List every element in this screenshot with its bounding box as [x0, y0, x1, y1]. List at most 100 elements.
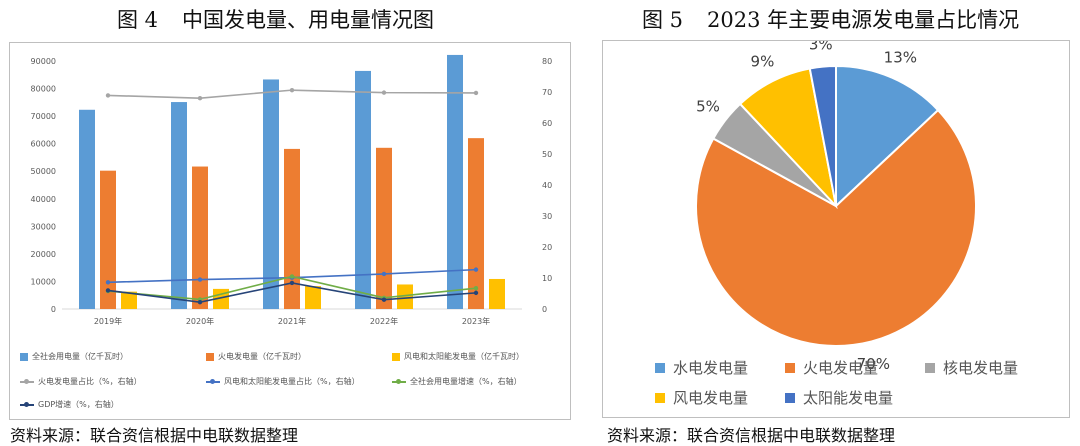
- bar-3: [489, 278, 505, 309]
- pie-legend-swatch: [785, 362, 795, 373]
- y2-tick-label: 10: [542, 274, 552, 283]
- legend-label: 风电和太阳能发电量占比（%，右轴）: [224, 377, 360, 386]
- y2-tick-label: 70: [542, 88, 552, 97]
- line-point-4: [105, 288, 111, 293]
- legend-swatch: [392, 352, 400, 361]
- bar-3: [121, 291, 137, 309]
- pie-value-label: 70%: [857, 355, 890, 373]
- bar-3: [397, 284, 413, 309]
- pie-slice: [695, 108, 977, 347]
- bar-1: [263, 79, 279, 309]
- y2-tick-label: 0: [542, 305, 547, 314]
- pie-value-label: 5%: [696, 98, 720, 116]
- y2-tick-label: 50: [542, 150, 552, 159]
- y-tick-label: 0: [51, 305, 56, 314]
- line-point-2: [473, 267, 479, 272]
- pie-legend-item: 风电发电量: [655, 387, 748, 408]
- legend-item: 全社会用电量增速（%，右轴）: [392, 376, 522, 387]
- bar-2: [376, 147, 392, 309]
- figure5-source: 资料来源：联合资信根据中电联数据整理: [607, 426, 896, 445]
- y2-tick-label: 60: [542, 119, 552, 128]
- bar-1: [79, 109, 95, 309]
- legend-label: 火电发电量占比（%，右轴）: [38, 377, 142, 386]
- y-tick-label: 30000: [31, 222, 56, 231]
- y2-tick-label: 30: [542, 212, 552, 221]
- legend-line-marker: [392, 378, 406, 384]
- y-tick-label: 90000: [31, 57, 56, 66]
- legend-label: 全社会用电量（亿千瓦时）: [32, 352, 128, 361]
- legend-item: 火电发电量占比（%，右轴）: [20, 376, 142, 387]
- legend-item: 风电和太阳能发电量（亿千瓦时）: [392, 351, 524, 362]
- line-point-3: [289, 274, 295, 279]
- figure5-number: 图 5: [642, 8, 684, 32]
- line-point-2: [197, 277, 203, 282]
- pie-value-label: 9%: [751, 53, 775, 71]
- pie-chart-svg: 13% 70% 5% 9% 3%: [695, 36, 977, 373]
- bar-2: [468, 138, 484, 309]
- legend-swatch: [206, 352, 214, 361]
- pie-legend-item: 火电发电量: [785, 357, 878, 378]
- legend-line-marker: [20, 401, 34, 407]
- legend-label: 风电和太阳能发电量（亿千瓦时）: [404, 352, 524, 361]
- x-tick-label: 2023年: [462, 316, 490, 326]
- legend-label: 火电发电量（亿千瓦时）: [218, 352, 306, 361]
- bar-1: [171, 102, 187, 310]
- legend-item: 火电发电量（亿千瓦时）: [206, 351, 306, 362]
- line-point-1: [289, 87, 295, 93]
- pie-legend-swatch: [925, 362, 935, 373]
- pie-legend-item: 太阳能发电量: [785, 387, 893, 408]
- y-tick-label: 50000: [31, 167, 56, 176]
- bar-3: [305, 286, 321, 309]
- line-point-1: [105, 93, 111, 98]
- y-tick-label: 10000: [31, 277, 56, 286]
- line-point-1: [381, 90, 387, 95]
- y2-tick-label: 40: [542, 181, 552, 190]
- figure4-caption: 中国发电量、用电量情况图: [182, 8, 435, 32]
- x-tick-label: 2022年: [370, 316, 398, 326]
- line-point-4: [197, 299, 203, 305]
- pie-legend-swatch: [655, 392, 665, 403]
- bar-2: [192, 166, 208, 309]
- figure4-number: 图 4: [117, 8, 159, 32]
- legend-label: 全社会用电量增速（%，右轴）: [410, 377, 522, 386]
- figure4-source: 资料来源：联合资信根据中电联数据整理: [10, 426, 299, 445]
- legend-item: 全社会用电量（亿千瓦时）: [20, 351, 128, 362]
- line-point-1: [473, 90, 479, 96]
- line-point-1: [197, 96, 203, 101]
- combo-chart-panel: 0 10000 20000 30000 40000 50000 60000 70000 8000…: [9, 42, 571, 420]
- line-point-4: [473, 290, 479, 296]
- pie-legend-swatch: [785, 392, 795, 403]
- line-point-3: [473, 286, 479, 291]
- y-tick-label: 20000: [31, 250, 56, 259]
- y-tick-label: 70000: [31, 112, 56, 121]
- bar-2: [100, 170, 116, 309]
- pie-slice: [808, 64, 837, 207]
- bar-2: [284, 148, 300, 309]
- pie-legend-label: 核电发电量: [943, 359, 1019, 377]
- bar-1: [447, 54, 463, 310]
- pie-legend-item: 水电发电量: [655, 357, 748, 378]
- combo-chart-svg: 0 10000 20000 30000 40000 50000 60000 70000 8000…: [31, 54, 552, 326]
- figure5-title: 图 5 2023 年主要电源发电量占比情况: [642, 4, 1019, 34]
- x-tick-label: 2019年: [94, 316, 122, 326]
- y-tick-label: 80000: [31, 85, 56, 94]
- pie-legend-label: 火电发电量: [803, 359, 879, 377]
- y-tick-label: 40000: [31, 195, 56, 204]
- bar-1: [355, 70, 371, 309]
- figure4-title: 图 4 中国发电量、用电量情况图: [117, 4, 434, 34]
- pie-legend-label: 太阳能发电量: [803, 389, 894, 407]
- legend-line-marker: [20, 378, 34, 384]
- line-point-4: [381, 297, 387, 302]
- pie-slice: [835, 64, 940, 209]
- pie-value-label: 13%: [884, 48, 917, 66]
- line-point-2: [105, 280, 111, 285]
- legend-swatch: [20, 352, 28, 361]
- pie-legend-item: 核电发电量: [925, 357, 1018, 378]
- y-tick-label: 60000: [31, 140, 56, 149]
- legend-label: GDP增速（%，右轴）: [38, 400, 119, 409]
- legend-item: GDP增速（%，右轴）: [20, 399, 119, 410]
- x-tick-label: 2020年: [186, 316, 214, 326]
- y2-tick-label: 20: [542, 243, 552, 252]
- line-point-4: [289, 280, 295, 286]
- legend-item: 风电和太阳能发电量占比（%，右轴）: [206, 376, 360, 387]
